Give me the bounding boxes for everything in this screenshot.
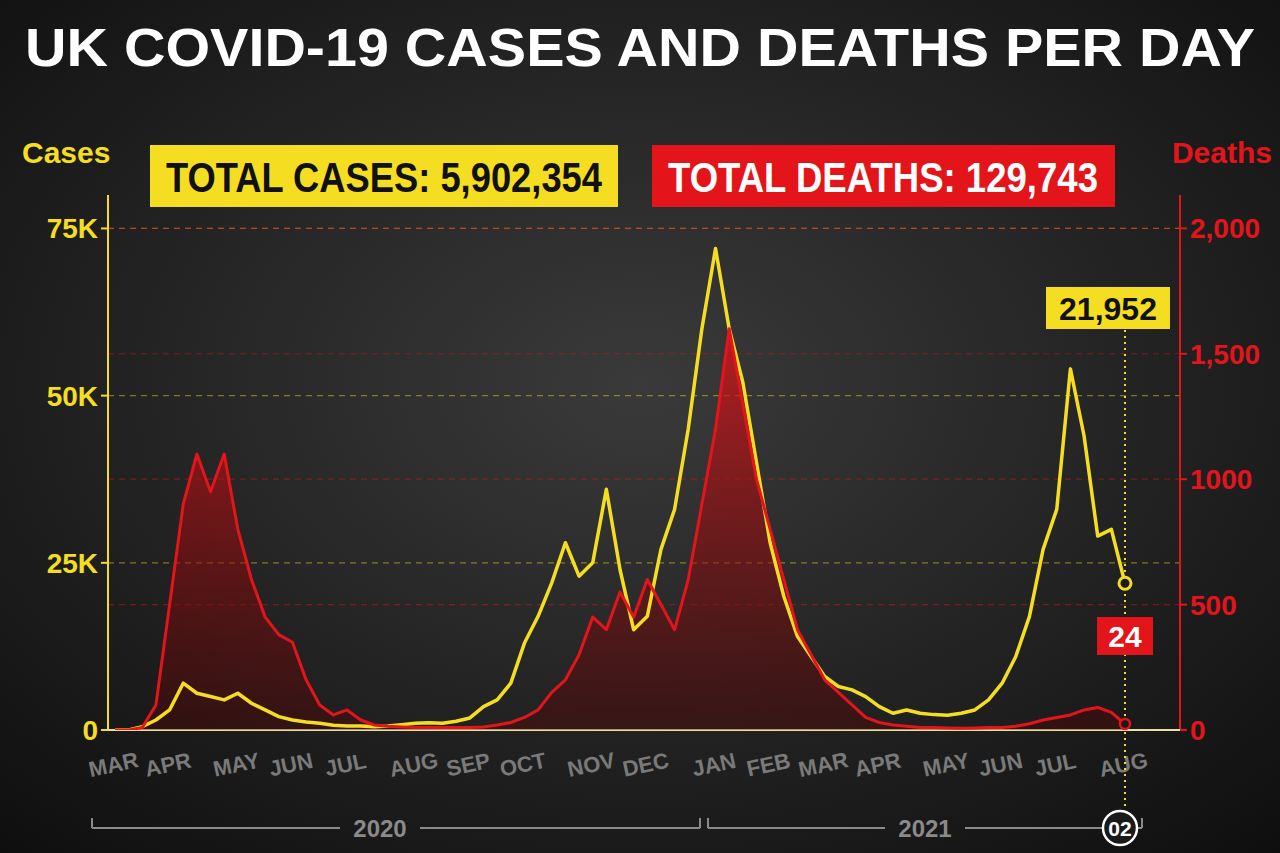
year-label: 2020	[353, 815, 406, 842]
grid-line	[108, 395, 1180, 396]
grid-line	[108, 562, 1180, 563]
value-label: 21,952	[1059, 291, 1157, 327]
value-label-box	[1046, 287, 1170, 329]
axis-title: Deaths	[1172, 136, 1272, 169]
year-bracket	[420, 827, 700, 829]
year-label: 2021	[898, 815, 951, 842]
tick-mark	[1180, 353, 1187, 355]
tick-mark	[101, 729, 108, 731]
value-label: 24	[1108, 620, 1142, 653]
tick-label: 1,500	[1190, 339, 1260, 370]
background	[0, 0, 1280, 853]
tick-mark	[1180, 729, 1187, 731]
plot-area	[115, 249, 1125, 731]
category-label: MAY	[920, 747, 971, 781]
tick-mark	[1180, 227, 1187, 229]
leader-line	[1124, 330, 1126, 810]
category-label: FEB	[744, 748, 792, 782]
category-label: JUN	[267, 748, 315, 782]
grid-line	[108, 479, 1180, 480]
tick-label: 50K	[47, 381, 98, 412]
tick-label: 25K	[47, 548, 98, 579]
category-label: DEC	[620, 748, 671, 782]
point	[1120, 719, 1130, 729]
category-label: MAR	[796, 747, 850, 782]
chart: UK COVID-19 CASES AND DEATHS PER DAY TOTA…	[0, 0, 1280, 853]
category-label: MAR	[86, 747, 140, 782]
axis-title: Cases	[22, 136, 110, 169]
year-bracket	[91, 818, 93, 828]
total-deaths: TOTAL DEATHS: 129,743	[668, 154, 1098, 201]
year-bracket	[92, 827, 340, 829]
line	[115, 249, 1125, 731]
value-label-box	[1097, 617, 1153, 655]
area	[115, 329, 1125, 730]
tick-label: 0	[82, 715, 98, 746]
year-bracket	[707, 818, 709, 828]
grid-line	[108, 228, 1180, 229]
category-label: APR	[143, 748, 194, 782]
y2-axis	[1179, 195, 1181, 730]
category-label: AUG	[1097, 747, 1150, 782]
year-bracket	[708, 827, 885, 829]
tick-label: 75K	[47, 213, 98, 244]
year-bracket	[699, 818, 701, 828]
date-label: 02	[1108, 817, 1131, 840]
tick-label: 2,000	[1190, 213, 1260, 244]
point	[1119, 577, 1131, 589]
category-label: SEP	[444, 748, 492, 782]
category-label: MAY	[211, 747, 262, 781]
category-label: JUL	[323, 748, 369, 781]
category-label: JAN	[690, 748, 738, 782]
tick-mark	[101, 562, 108, 564]
category-label: APR	[852, 748, 903, 782]
area-line	[115, 329, 1125, 730]
category-label: AUG	[387, 747, 440, 782]
grid-line	[108, 353, 1180, 354]
category-label: NOV	[565, 747, 617, 781]
tick-label: 500	[1190, 590, 1237, 621]
tick-label: 0	[1190, 715, 1206, 746]
category-label: JUL	[1032, 748, 1078, 781]
y-axis	[107, 195, 109, 730]
tick-label: 1000	[1190, 464, 1252, 495]
title: UK COVID-19 CASES AND DEATHS PER DAY	[25, 17, 1255, 77]
total-box	[150, 145, 618, 207]
date-circle	[1103, 811, 1137, 845]
tick-mark	[101, 227, 108, 229]
year-bracket	[1141, 818, 1143, 828]
total-cases: TOTAL CASES: 5,902,354	[166, 154, 603, 201]
category-label: JUN	[976, 748, 1024, 782]
tick-mark	[1180, 478, 1187, 480]
total-box	[652, 145, 1115, 207]
grid-line	[108, 228, 1180, 229]
tick-mark	[1180, 604, 1187, 606]
category-label: OCT	[498, 747, 549, 781]
tick-mark	[101, 395, 108, 397]
